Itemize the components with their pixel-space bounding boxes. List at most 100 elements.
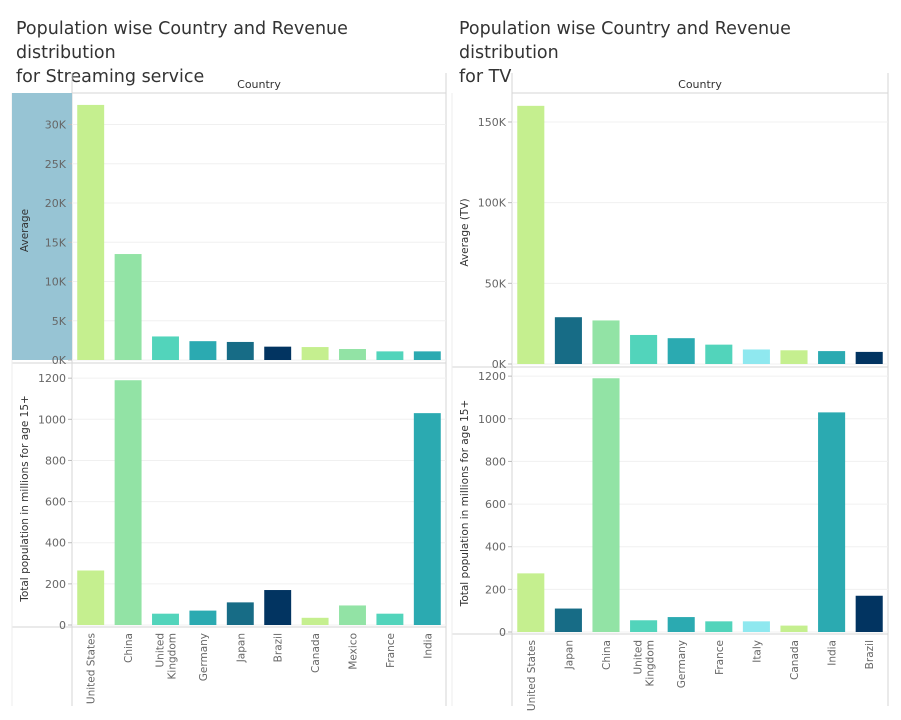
bar-top-3: [630, 334, 658, 364]
y-axis-title: Average: [19, 209, 31, 252]
category-label-group: Germany: [676, 640, 688, 688]
bar-bottom-0: [517, 573, 545, 632]
bar-top-4: [226, 341, 254, 360]
y-tick-label: 1200: [38, 372, 66, 385]
category-label: United States: [526, 640, 538, 711]
category-label: Kingdom: [167, 633, 179, 679]
category-label: United: [633, 640, 645, 675]
bar-top-9: [413, 351, 441, 360]
bar-bottom-2: [152, 613, 179, 625]
bar-bottom-8: [376, 613, 404, 625]
y-tick-label: 200: [45, 578, 66, 591]
category-label: India: [422, 633, 434, 659]
bar-bottom-6: [301, 617, 329, 625]
y-tick-label: 20K: [45, 197, 67, 210]
y-tick-label: 5K: [52, 315, 67, 328]
category-label: Japan: [235, 633, 247, 663]
bar-bottom-6: [742, 621, 770, 632]
bar-top-7: [780, 350, 808, 364]
bottom-pane: 0 200 400 600 800 1000 1200 Total population in…: [459, 370, 888, 639]
category-label: China: [123, 633, 135, 663]
bar-top-3: [189, 341, 217, 360]
bar-top-0: [77, 104, 105, 360]
bar-bottom-5: [264, 590, 292, 625]
category-label-group: United Kingdom: [633, 640, 657, 686]
bar-bottom-8: [818, 412, 846, 632]
chart-streaming: Country 0K 5K 10K 15K 20K 25K 30K Average 0 200 400…: [11, 73, 447, 706]
column-header-country: Country: [678, 78, 722, 91]
bar-bottom-0: [77, 570, 105, 625]
top-pane: 0K 5K 10K 15K 20K 25K 30K Average: [12, 93, 446, 367]
category-label: France: [714, 640, 726, 675]
y-tick-label: 1000: [478, 413, 506, 426]
bar-bottom-1: [114, 380, 142, 625]
bar-bottom-7: [339, 605, 366, 625]
y-axis-title: Total population in millions for age 15+: [19, 395, 31, 603]
y-tick-label: 400: [45, 537, 66, 550]
bar-top-7: [339, 349, 366, 360]
bottom-pane: 0 200 400 600 800 1000 1200 Total population in…: [19, 372, 446, 632]
bar-top-9: [855, 351, 883, 364]
bar-bottom-9: [855, 595, 883, 632]
category-label-group: India: [422, 633, 434, 659]
y-tick-label: 30K: [45, 119, 67, 132]
bar-bottom-7: [780, 625, 808, 632]
category-label-group: Japan: [563, 640, 575, 670]
category-label: Brazil: [864, 640, 876, 669]
category-label-group: Italy: [751, 640, 763, 663]
y-tick-label: 0: [499, 626, 506, 639]
category-label: China: [601, 640, 613, 670]
y-tick-label: 800: [45, 454, 66, 467]
chart-title-streaming: Population wise Country and Revenue dist…: [16, 19, 348, 87]
category-label-group: United States: [526, 640, 538, 711]
category-label: Germany: [198, 633, 210, 681]
category-label: Canada: [310, 633, 322, 673]
bar-bottom-1: [554, 608, 582, 632]
category-label-group: France: [714, 640, 726, 675]
bar-bottom-9: [413, 413, 441, 625]
y-tick-label: 1000: [38, 413, 66, 426]
bar-top-0: [517, 105, 545, 365]
category-label: France: [385, 633, 397, 668]
bar-top-1: [114, 254, 142, 360]
y-tick-label: 0K: [492, 358, 507, 371]
bar-top-5: [264, 346, 292, 360]
category-label: Canada: [789, 640, 801, 680]
y-tick-label: 0: [59, 619, 66, 632]
category-label-group: Brazil: [273, 633, 285, 662]
bar-top-1: [554, 317, 582, 364]
y-tick-label: 600: [485, 498, 506, 511]
category-label-group: China: [601, 640, 613, 670]
category-label-group: China: [123, 633, 135, 663]
bar-top-6: [301, 347, 329, 360]
category-label-group: United States: [86, 633, 98, 704]
y-tick-label: 200: [485, 583, 506, 596]
y-tick-label: 0K: [52, 354, 67, 367]
y-axis-title: Total population in millions for age 15+: [459, 400, 471, 608]
category-label-group: France: [385, 633, 397, 668]
bar-top-8: [818, 351, 846, 364]
y-tick-label: 50K: [485, 277, 507, 290]
category-label: Brazil: [273, 633, 285, 662]
column-header-country: Country: [237, 78, 281, 91]
category-label: India: [827, 640, 839, 666]
y-tick-label: 150K: [478, 116, 507, 129]
y-tick-label: 800: [485, 455, 506, 468]
bar-top-8: [376, 351, 404, 360]
bar-top-6: [742, 349, 770, 364]
category-label-group: Mexico: [348, 633, 360, 670]
y-axis-title: Average (TV): [459, 198, 471, 266]
bar-bottom-4: [226, 602, 254, 625]
y-tick-label: 600: [45, 496, 66, 509]
category-label: Italy: [751, 640, 763, 663]
category-label-group: India: [827, 640, 839, 666]
chart-tv: Country 0K 50K 100K 150K Average (TV) 0 200 400 6…: [451, 73, 889, 711]
category-label: Germany: [676, 640, 688, 688]
category-label-group: Germany: [198, 633, 210, 681]
bar-bottom-3: [630, 620, 658, 632]
chart-title-tv: Population wise Country and Revenue dist…: [459, 19, 791, 87]
y-tick-label: 100K: [478, 197, 507, 210]
top-pane: 0K 50K 100K 150K Average (TV): [459, 105, 888, 371]
bar-bottom-5: [705, 621, 733, 632]
